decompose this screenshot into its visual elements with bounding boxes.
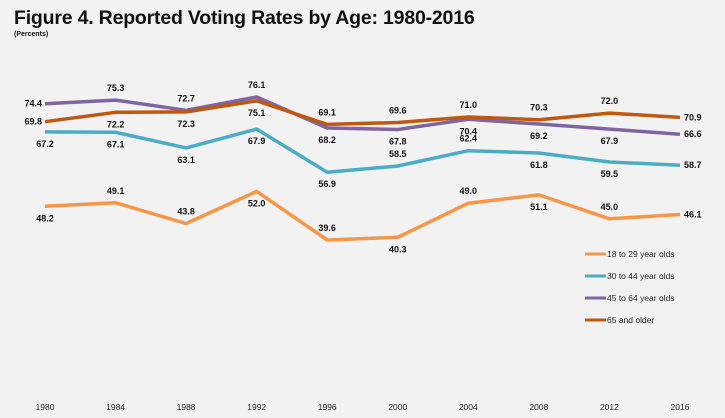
x-axis-ticks: 1980 1984 1988 1992 1996 2000 2004 2008 2012 2016 bbox=[36, 402, 690, 412]
x-tick-label: 2016 bbox=[671, 402, 690, 412]
series-lines bbox=[44, 95, 681, 242]
data-label: 68.2 bbox=[318, 135, 336, 145]
data-label: 59.5 bbox=[601, 169, 619, 179]
x-tick-label: 1992 bbox=[247, 402, 266, 412]
data-label: 71.0 bbox=[460, 100, 478, 110]
data-label: 52.0 bbox=[248, 198, 266, 208]
data-label: 66.6 bbox=[684, 129, 702, 139]
data-label: 72.7 bbox=[177, 93, 195, 103]
x-tick-label: 1996 bbox=[318, 402, 337, 412]
data-label: 67.1 bbox=[107, 139, 125, 149]
data-label: 63.1 bbox=[177, 155, 195, 165]
data-label: 69.6 bbox=[389, 106, 407, 116]
series-line-18-to-29-year-olds bbox=[44, 189, 681, 242]
legend-item-45-to-64-year-olds: 45 to 64 year olds bbox=[585, 293, 675, 303]
x-tick-label: 2012 bbox=[600, 402, 619, 412]
data-labels: 48.2 49.1 43.8 52.0 39.6 40.3 49.0 51.1 45.0 46.1… bbox=[24, 80, 701, 254]
data-label: 39.6 bbox=[318, 223, 336, 233]
data-label: 43.8 bbox=[177, 207, 195, 217]
data-label: 67.2 bbox=[36, 139, 54, 149]
data-label: 58.5 bbox=[389, 149, 407, 159]
data-label: 69.1 bbox=[318, 107, 336, 117]
data-label: 67.9 bbox=[248, 136, 266, 146]
data-label: 49.1 bbox=[107, 186, 125, 196]
data-label: 49.0 bbox=[460, 186, 478, 196]
x-tick-label: 1984 bbox=[106, 402, 125, 412]
x-tick-label: 2000 bbox=[388, 402, 407, 412]
data-label: 70.9 bbox=[684, 112, 702, 122]
series-line-65-and-older bbox=[44, 99, 681, 127]
legend-item-18-to-29-year-olds: 18 to 29 year olds bbox=[585, 249, 675, 259]
data-label: 72.0 bbox=[601, 96, 619, 106]
data-label: 56.9 bbox=[318, 179, 336, 189]
data-label: 72.3 bbox=[177, 119, 195, 129]
data-label: 48.2 bbox=[36, 213, 54, 223]
legend-label: 18 to 29 year olds bbox=[607, 249, 675, 259]
x-tick-label: 2008 bbox=[529, 402, 548, 412]
legend-label: 30 to 44 year olds bbox=[607, 271, 675, 281]
data-label: 58.7 bbox=[684, 160, 702, 170]
x-tick-label: 1988 bbox=[177, 402, 196, 412]
data-label: 76.1 bbox=[248, 80, 266, 90]
series-line-45-to-64-year-olds bbox=[44, 95, 681, 136]
x-tick-label: 1980 bbox=[36, 402, 55, 412]
data-label: 70.3 bbox=[530, 103, 548, 113]
series-line-30-to-44-year-olds bbox=[44, 127, 681, 174]
data-label: 75.3 bbox=[107, 83, 125, 93]
data-label: 62.4 bbox=[460, 134, 478, 144]
chart-title: Figure 4. Reported Voting Rates by Age: … bbox=[14, 7, 475, 29]
data-label: 67.8 bbox=[389, 137, 407, 147]
data-label: 40.3 bbox=[389, 244, 407, 254]
legend-item-65-and-older: 65 and older bbox=[585, 315, 654, 325]
legend-item-30-to-44-year-olds: 30 to 44 year olds bbox=[585, 271, 675, 281]
data-label: 51.1 bbox=[530, 202, 548, 212]
data-label: 72.2 bbox=[107, 119, 125, 129]
legend: 18 to 29 year olds 30 to 44 year olds 45 t… bbox=[585, 249, 675, 325]
data-label: 67.9 bbox=[601, 136, 619, 146]
legend-label: 45 to 64 year olds bbox=[607, 293, 675, 303]
data-label: 69.2 bbox=[530, 131, 548, 141]
chart-subtitle: (Percents) bbox=[14, 31, 49, 38]
legend-label: 65 and older bbox=[607, 315, 654, 325]
data-label: 70.4 bbox=[460, 126, 478, 136]
data-label: 74.4 bbox=[24, 99, 42, 109]
data-label: 75.1 bbox=[248, 108, 266, 118]
data-label: 61.8 bbox=[530, 160, 548, 170]
data-label: 45.0 bbox=[601, 202, 619, 212]
data-label: 69.8 bbox=[24, 117, 42, 127]
x-tick-label: 2004 bbox=[459, 402, 478, 412]
data-label: 46.1 bbox=[684, 210, 702, 220]
